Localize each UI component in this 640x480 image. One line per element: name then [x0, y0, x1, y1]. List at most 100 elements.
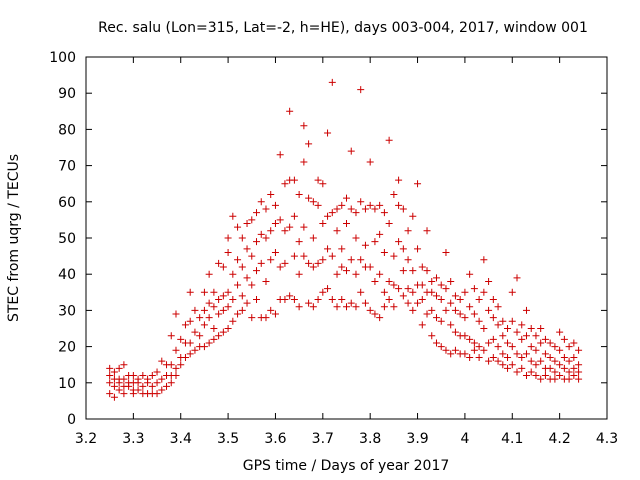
data-point-marker: [243, 220, 251, 228]
data-point-marker: [380, 209, 388, 217]
data-point-marker: [219, 328, 227, 336]
data-point-marker: [551, 357, 559, 365]
data-point-marker: [148, 372, 156, 380]
data-point-marker: [428, 288, 436, 296]
data-point-marker: [319, 180, 327, 188]
data-point-marker: [508, 288, 516, 296]
data-point-marker: [532, 361, 540, 369]
x-axis-label: GPS time / Days of year 2017: [243, 458, 450, 474]
x-tick-label: 3.6: [264, 431, 286, 447]
data-point-marker: [494, 343, 502, 351]
data-point-marker: [196, 314, 204, 322]
data-point-marker: [210, 303, 218, 311]
data-point-marker: [115, 364, 123, 372]
data-point-marker: [300, 122, 308, 130]
data-point-marker: [158, 386, 166, 394]
x-tick-label: 3.7: [312, 431, 334, 447]
data-point-marker: [115, 386, 123, 394]
data-point-marker: [556, 372, 564, 380]
data-point-marker: [338, 296, 346, 304]
data-point-marker: [271, 248, 279, 256]
data-point-marker: [224, 248, 232, 256]
data-point-marker: [262, 205, 270, 213]
data-point-marker: [243, 245, 251, 253]
data-point-marker: [508, 361, 516, 369]
data-point-marker: [489, 335, 497, 343]
data-point-marker: [537, 357, 545, 365]
data-point-marker: [466, 353, 474, 361]
data-point-marker: [475, 296, 483, 304]
data-point-marker: [257, 259, 265, 267]
data-point-marker: [508, 343, 516, 351]
data-point-marker: [129, 390, 137, 398]
data-point-marker: [447, 277, 455, 285]
data-point-marker: [300, 158, 308, 166]
chart-title: Rec. salu (Lon=315, Lat=-2, h=HE), days …: [98, 20, 588, 36]
data-point-marker: [253, 209, 261, 217]
data-point-marker: [546, 353, 554, 361]
data-point-marker: [570, 372, 578, 380]
data-point-marker: [328, 209, 336, 217]
data-point-marker: [305, 259, 313, 267]
y-tick-label: 50: [58, 231, 76, 247]
data-point-marker: [210, 325, 218, 332]
data-point-marker: [129, 372, 137, 380]
data-point-marker: [357, 198, 365, 206]
data-point-marker: [267, 256, 275, 264]
x-tick-label: 4.1: [501, 431, 523, 447]
data-point-marker: [238, 263, 246, 271]
data-point-marker: [570, 364, 578, 372]
data-point-marker: [300, 223, 308, 231]
data-point-marker: [395, 176, 403, 184]
data-point-marker: [551, 368, 559, 376]
data-point-marker: [371, 277, 379, 285]
data-point-marker: [262, 314, 270, 322]
data-point-marker: [219, 306, 227, 314]
data-point-marker: [333, 270, 341, 278]
data-point-marker: [144, 379, 152, 387]
data-point-marker: [314, 259, 322, 267]
data-point-marker: [556, 328, 564, 336]
data-point-marker: [172, 372, 180, 380]
data-point-marker: [541, 372, 549, 380]
data-point-marker: [158, 357, 166, 365]
data-point-marker: [224, 303, 232, 311]
data-point-marker: [305, 194, 313, 202]
data-point-marker: [234, 281, 242, 289]
data-point-marker: [324, 285, 332, 293]
data-point-marker: [361, 205, 369, 213]
data-point-marker: [328, 252, 336, 260]
data-point-marker: [262, 277, 270, 285]
data-point-marker: [470, 339, 478, 347]
data-point-marker: [404, 299, 412, 307]
data-point-marker: [390, 303, 398, 311]
data-point-marker: [504, 364, 512, 372]
y-tick-label: 10: [58, 376, 76, 392]
data-point-marker: [271, 201, 279, 209]
data-point-marker: [205, 270, 213, 278]
data-point-marker: [181, 321, 189, 329]
data-point-marker: [518, 353, 526, 361]
data-point-marker: [238, 234, 246, 242]
data-point-marker: [409, 267, 417, 275]
data-point-marker: [224, 325, 232, 332]
data-point-marker: [399, 292, 407, 300]
data-point-marker: [485, 277, 493, 285]
data-point-marker: [489, 353, 497, 361]
x-tick-label: 3.9: [406, 431, 428, 447]
data-point-marker: [286, 223, 294, 231]
data-point-marker: [532, 346, 540, 354]
y-tick-label: 30: [58, 303, 76, 319]
data-point-marker: [333, 303, 341, 311]
data-point-marker: [234, 256, 242, 264]
data-point-marker: [338, 245, 346, 253]
data-point-marker: [229, 212, 237, 220]
data-point-marker: [153, 379, 161, 387]
data-point-marker: [480, 346, 488, 354]
data-point-marker: [499, 350, 507, 358]
data-point-marker: [508, 317, 516, 325]
data-point-marker: [205, 299, 213, 307]
data-point-marker: [390, 281, 398, 289]
data-point-marker: [499, 317, 507, 325]
data-point-marker: [565, 375, 573, 383]
